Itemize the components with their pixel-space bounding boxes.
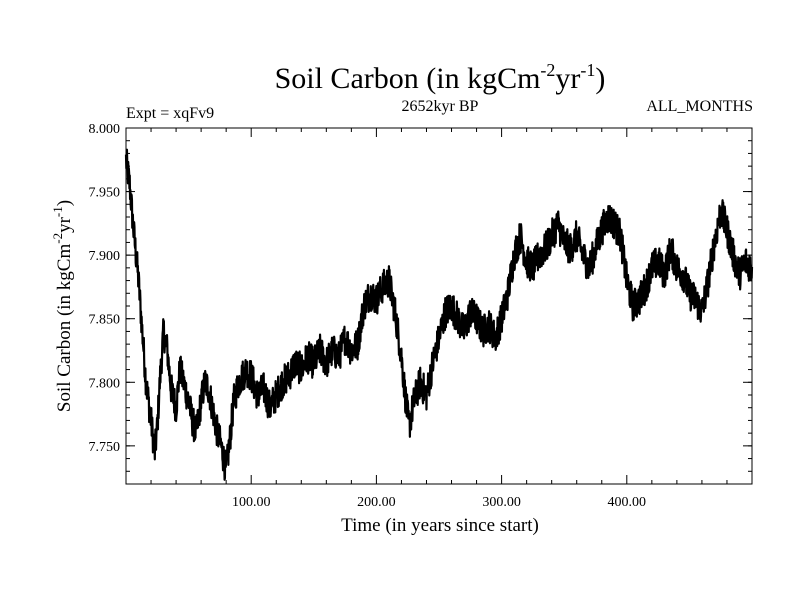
y-tick-label: 7.900 (89, 249, 121, 264)
y-tick-label: 7.800 (89, 376, 121, 391)
x-tick-label: 400.00 (608, 495, 647, 510)
y-tick-label: 7.850 (89, 313, 121, 328)
chart-title: Soil Carbon (in kgCm-2yr-1) (275, 60, 606, 95)
y-axis: 7.750 7.800 7.850 7.900 7.950 8.000 (89, 122, 752, 485)
period-label: 2652kyr BP (402, 98, 479, 115)
x-tick-label: 100.00 (232, 495, 271, 510)
experiment-label: Expt = xqFv9 (126, 105, 214, 122)
x-axis: 100.00 200.00 300.00 400.00 (150, 128, 728, 510)
months-label: ALL_MONTHS (646, 98, 753, 115)
y-tick-label: 8.000 (89, 122, 121, 137)
x-axis-label: Time (in years since start) (341, 515, 539, 536)
y-tick-label: 7.750 (89, 440, 121, 455)
series-line-soil-carbon (124, 148, 754, 481)
y-axis-label: Soil Carbon (in kgCm-2yr-1) (50, 200, 75, 412)
x-tick-label: 300.00 (482, 495, 521, 510)
x-tick-label: 200.00 (357, 495, 396, 510)
y-tick-label: 7.950 (89, 186, 121, 201)
